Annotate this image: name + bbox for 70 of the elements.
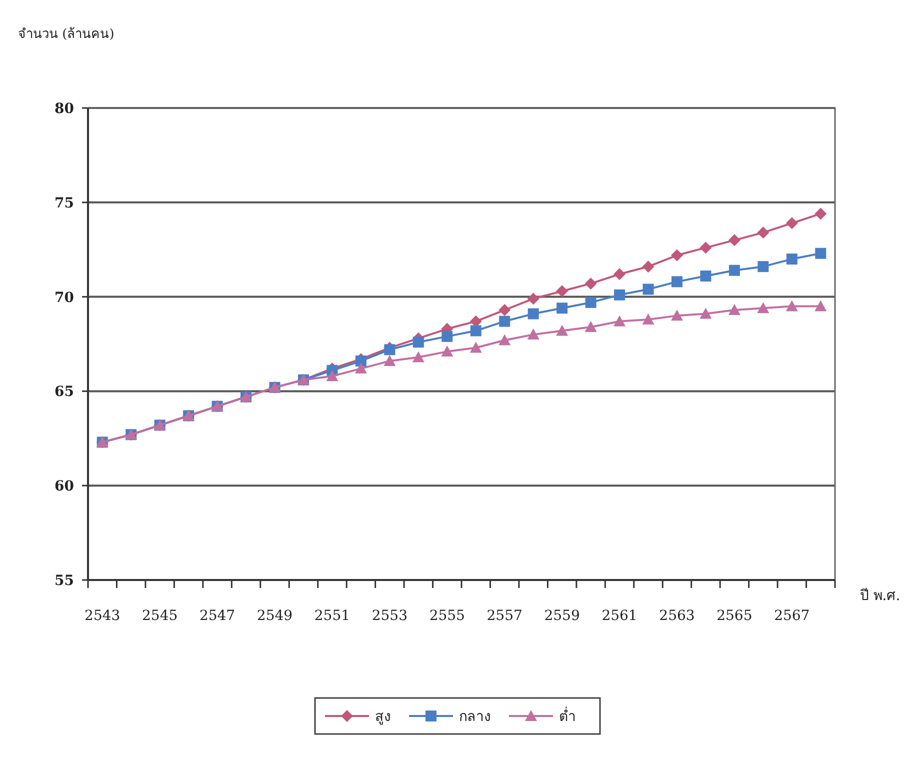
point: [412, 351, 424, 362]
point: [757, 302, 770, 314]
point: [700, 308, 712, 319]
point: [585, 296, 596, 308]
legend-label: ต่ำ: [559, 707, 576, 725]
point: [527, 328, 540, 340]
point: [556, 324, 568, 336]
point: [528, 308, 539, 320]
point: [642, 260, 654, 273]
point: [527, 292, 540, 305]
point: [642, 313, 654, 324]
point: [758, 261, 769, 272]
y-tick-label: 80: [54, 101, 74, 117]
legend-label: สูง: [375, 709, 391, 725]
point: [786, 300, 798, 312]
point: [614, 268, 626, 280]
point: [814, 208, 827, 220]
x-tick-label: 2563: [659, 608, 695, 624]
point: [670, 249, 683, 262]
x-tick-label: 2549: [256, 608, 293, 624]
point: [671, 276, 682, 288]
x-tick-label: 2547: [199, 608, 236, 624]
point: [384, 354, 396, 366]
point: [556, 285, 568, 298]
x-tick-label: 2565: [716, 608, 752, 624]
point: [354, 362, 367, 374]
point: [728, 234, 740, 246]
x-tick-label: 2561: [602, 608, 638, 624]
y-tick-label: 55: [54, 573, 74, 589]
point: [728, 304, 740, 316]
point: [441, 346, 454, 357]
x-tick-label: 2553: [372, 608, 408, 624]
point: [786, 254, 798, 265]
point: [670, 310, 683, 321]
y-tick-label: 65: [54, 384, 74, 400]
point: [584, 278, 597, 290]
point: [556, 302, 568, 314]
point: [384, 344, 396, 356]
point: [642, 284, 654, 295]
point: [326, 370, 338, 382]
y-axis-title: จำนวน (ล้านคน): [18, 27, 114, 42]
point: [498, 334, 511, 346]
point: [498, 304, 511, 316]
x-tick-label: 2543: [84, 608, 120, 624]
point: [700, 270, 712, 282]
point: [614, 289, 626, 300]
point: [470, 325, 482, 336]
x-tick-label: 2559: [544, 608, 580, 624]
point: [412, 336, 424, 348]
point: [499, 316, 510, 327]
point: [470, 342, 482, 353]
x-tick-label: 2567: [774, 608, 810, 624]
point: [815, 248, 826, 259]
point: [442, 330, 453, 342]
y-tick-label: 60: [54, 478, 74, 495]
point: [700, 242, 712, 254]
legend-label: กลาง: [459, 709, 491, 725]
point: [814, 300, 827, 312]
y-tick-label: 70: [54, 290, 74, 306]
point: [757, 226, 770, 239]
x-axis-title: ปี พ.ศ.: [860, 588, 900, 604]
x-tick-label: 2545: [142, 608, 178, 624]
x-tick-label: 2555: [429, 608, 465, 624]
point: [728, 264, 740, 276]
y-tick-label: 75: [54, 195, 74, 212]
point: [614, 315, 626, 326]
x-tick-label: 2551: [314, 608, 350, 624]
point: [584, 321, 597, 332]
x-tick-label: 2557: [486, 608, 522, 624]
point: [786, 217, 798, 230]
